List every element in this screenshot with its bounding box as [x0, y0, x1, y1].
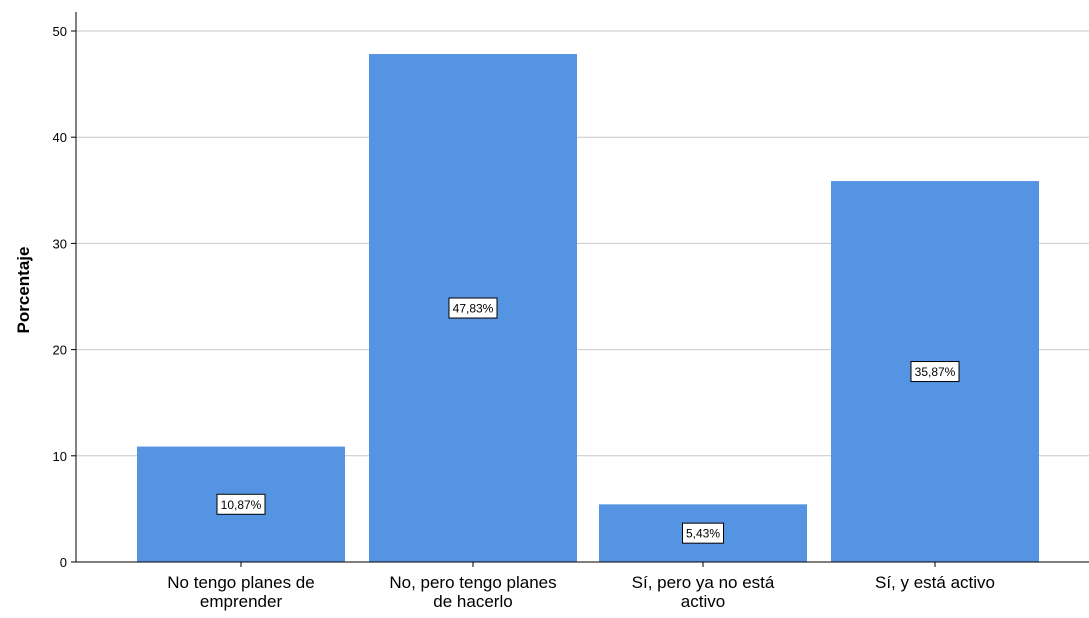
- x-tick-label-line: No tengo planes de: [167, 573, 314, 592]
- data-label-text: 47,83%: [453, 302, 494, 316]
- x-tick-label-line: Sí, y está activo: [875, 573, 995, 592]
- data-label-box: [910, 361, 960, 383]
- y-tick-label: 10: [53, 449, 67, 464]
- y-axis: 0 10 20 30 40 50: [53, 12, 77, 570]
- x-tick-label-line: activo: [681, 592, 725, 611]
- x-tick-label-line: Sí, pero ya no está: [632, 573, 775, 592]
- y-tick-label: 0: [60, 555, 67, 570]
- data-label: 47,83%: [448, 297, 498, 319]
- data-label: 35,87%: [910, 361, 960, 383]
- data-label-box: [448, 297, 498, 319]
- x-tick-label: No, pero tengo planes de hacerlo: [389, 573, 556, 611]
- data-labels: 10,87% 47,83% 5,43% 35,87%: [216, 297, 960, 544]
- x-tick-label: Sí, pero ya no está activo: [632, 573, 775, 611]
- data-label-box: [216, 493, 266, 515]
- y-tick-label: 50: [53, 24, 67, 39]
- data-label-text: 10,87%: [221, 498, 262, 512]
- data-label-text: 5,43%: [686, 527, 720, 541]
- x-tick-label-line: de hacerlo: [433, 592, 512, 611]
- y-tick-label: 20: [53, 343, 67, 358]
- x-axis: No tengo planes de emprender No, pero teng…: [76, 561, 1089, 611]
- y-tick-label: 40: [53, 130, 67, 145]
- x-tick-label: Sí, y está activo: [875, 573, 995, 592]
- y-tick-label: 30: [53, 236, 67, 251]
- bars: [137, 54, 1039, 562]
- x-tick-label-line: emprender: [200, 592, 283, 611]
- data-label-text: 35,87%: [915, 365, 956, 379]
- x-tick-label-line: No, pero tengo planes: [389, 573, 556, 592]
- data-label: 10,87%: [216, 493, 266, 515]
- data-label-box: [682, 522, 724, 544]
- data-label: 5,43%: [682, 522, 724, 544]
- x-tick-label: No tengo planes de emprender: [167, 573, 314, 611]
- y-axis-label: Porcentaje: [14, 247, 33, 334]
